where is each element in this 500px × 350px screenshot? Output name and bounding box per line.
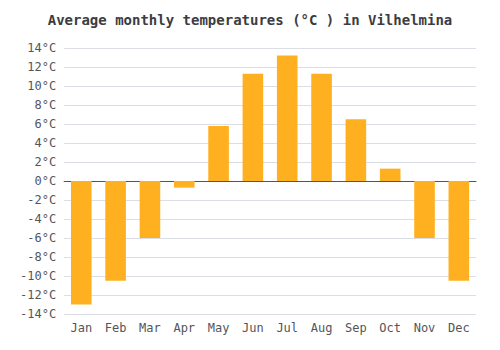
svg-text:4°C: 4°C [34, 136, 56, 150]
svg-text:14°C: 14°C [27, 41, 56, 55]
svg-text:Jul: Jul [276, 321, 298, 335]
svg-text:-12°C: -12°C [20, 288, 56, 302]
svg-text:May: May [208, 321, 230, 335]
svg-text:Apr: Apr [173, 321, 195, 335]
svg-text:-2°C: -2°C [27, 193, 56, 207]
svg-text:Mar: Mar [139, 321, 161, 335]
svg-text:-14°C: -14°C [20, 307, 56, 321]
svg-text:Feb: Feb [105, 321, 127, 335]
svg-text:Oct: Oct [379, 321, 401, 335]
svg-text:-4°C: -4°C [27, 212, 56, 226]
svg-text:Jun: Jun [242, 321, 264, 335]
svg-text:10°C: 10°C [27, 79, 56, 93]
svg-text:Nov: Nov [414, 321, 436, 335]
svg-text:Jan: Jan [70, 321, 92, 335]
svg-text:Dec: Dec [448, 321, 470, 335]
svg-text:6°C: 6°C [34, 117, 56, 131]
svg-text:-8°C: -8°C [27, 250, 56, 264]
svg-text:-10°C: -10°C [20, 269, 56, 283]
svg-text:8°C: 8°C [34, 98, 56, 112]
svg-text:12°C: 12°C [27, 60, 56, 74]
svg-text:-6°C: -6°C [27, 231, 56, 245]
svg-text:0°C: 0°C [34, 174, 56, 188]
svg-text:2°C: 2°C [34, 155, 56, 169]
svg-text:Aug: Aug [311, 321, 333, 335]
svg-text:Average monthly temperatures (: Average monthly temperatures (°C ) in Vi… [48, 12, 453, 28]
svg-text:Sep: Sep [345, 321, 367, 335]
